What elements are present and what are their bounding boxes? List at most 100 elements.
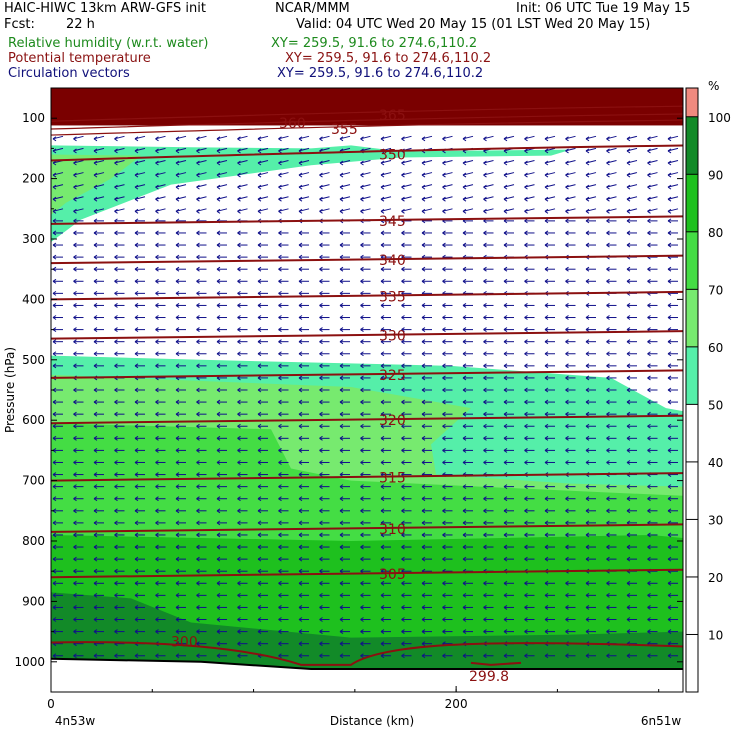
circulation-vector [360,159,371,164]
theta-contour-label: 350 [379,147,406,163]
circulation-vector-head [73,254,77,260]
circulation-vector-head [196,629,200,635]
circulation-vector-head [134,472,139,477]
circulation-vector-head [175,339,180,345]
circulation-vector-head [237,592,241,598]
circulation-vector [626,184,638,188]
circulation-vector-head [298,351,303,357]
y-tick-label: 900 [22,594,45,608]
circulation-vector-head [626,484,631,490]
circulation-vector [175,184,187,188]
circulation-vector [319,147,330,152]
circulation-vector-head [360,242,364,248]
circulation-vector [462,172,474,176]
circulation-vector-head [278,230,282,236]
rh-region-90 [51,592,683,670]
theta-contour-label: 340 [379,253,406,269]
circulation-vector [114,196,125,200]
circulation-vector [278,147,289,152]
circulation-vector-head [421,184,426,190]
circulation-vector-head [565,327,569,333]
circulation-vector-head [319,544,323,550]
circulation-vector-head [462,196,467,202]
circulation-vector-head [401,172,405,178]
circulation-vector-head [565,447,569,453]
circulation-vector-head [114,592,118,598]
circulation-vector-head [626,435,631,441]
circulation-vector-head [134,148,139,154]
circulation-vector-head [401,303,405,308]
circulation-vector [114,159,125,164]
circulation-vector-head [298,411,303,417]
circulation-vector [134,184,146,188]
circulation-vector-head [647,592,651,598]
circulation-vector-head [73,532,77,538]
circulation-vector-head [93,184,98,190]
colorbar-label: 20 [708,571,723,585]
circulation-vector-head [360,184,364,190]
circulation-vector-head [585,592,590,598]
circulation-vector-head [216,411,221,417]
circulation-vector-head [93,254,98,260]
circulation-vector-head [278,532,282,538]
circulation-vector-head [462,172,467,178]
circulation-vector-head [647,148,651,154]
circulation-vector-head [237,617,241,622]
circulation-vector-head [606,160,610,166]
circulation-vector-head [257,568,262,574]
circulation-vector-head [339,375,344,381]
circulation-vector-head [175,496,180,502]
circulation-vector-head [196,617,200,622]
circulation-vector-head [483,592,487,598]
circulation-vector-head [73,411,77,417]
circulation-vector-head [380,592,385,598]
circulation-vector-head [360,496,364,502]
theta-contour-label: 299.8 [469,669,509,685]
circulation-vector-head [524,653,528,659]
circulation-vector-head [196,242,200,248]
circulation-vector-head [93,315,98,320]
circulation-vector-head [667,315,672,320]
circulation-vector [565,196,576,200]
circulation-vector-head [73,568,77,574]
circulation-vector [175,159,187,164]
circulation-vector-head [462,532,467,538]
y-axis-label: Pressure (hPa) [3,347,17,433]
circulation-vector-head [257,641,262,647]
circulation-vector-head [155,339,159,345]
colorbar-label: 90 [708,168,723,182]
circulation-vector-head [483,605,487,610]
circulation-vector-head [462,460,467,465]
circulation-vector-head [401,184,405,190]
circulation-vector [585,147,597,152]
circulation-vector-head [216,184,221,190]
circulation-vector-head [52,472,57,477]
circulation-vector-head [52,136,57,142]
circulation-vector-head [52,254,57,260]
circulation-vector-head [73,629,77,635]
circulation-vector [339,196,351,200]
circulation-vector-head [647,629,651,635]
circulation-vector-head [52,580,57,586]
circulation-vector [73,172,84,176]
circulation-vector-head [237,556,241,562]
circulation-vector-head [134,196,139,202]
circulation-vector-head [565,196,569,202]
circulation-vector-head [257,184,262,190]
y-tick-label: 100 [22,111,45,125]
circulation-vector-head [503,496,508,502]
init-time: Init: 06 UTC Tue 19 May 15 [516,1,691,16]
circulation-vector-head [339,532,344,538]
circulation-vector [606,159,617,164]
circulation-vector-head [257,242,262,248]
circulation-vector-head [257,387,262,393]
circulation-vector-head [339,484,344,490]
colorbar-label: 70 [708,283,723,297]
circulation-vector-head [114,568,118,574]
colorbar-label: 100 [708,111,731,125]
theta-contour-line [50,641,684,666]
circulation-vector-head [606,629,610,635]
circulation-vector-head [216,290,221,296]
circulation-vector-head [380,278,385,284]
circulation-vector-head [319,629,323,635]
